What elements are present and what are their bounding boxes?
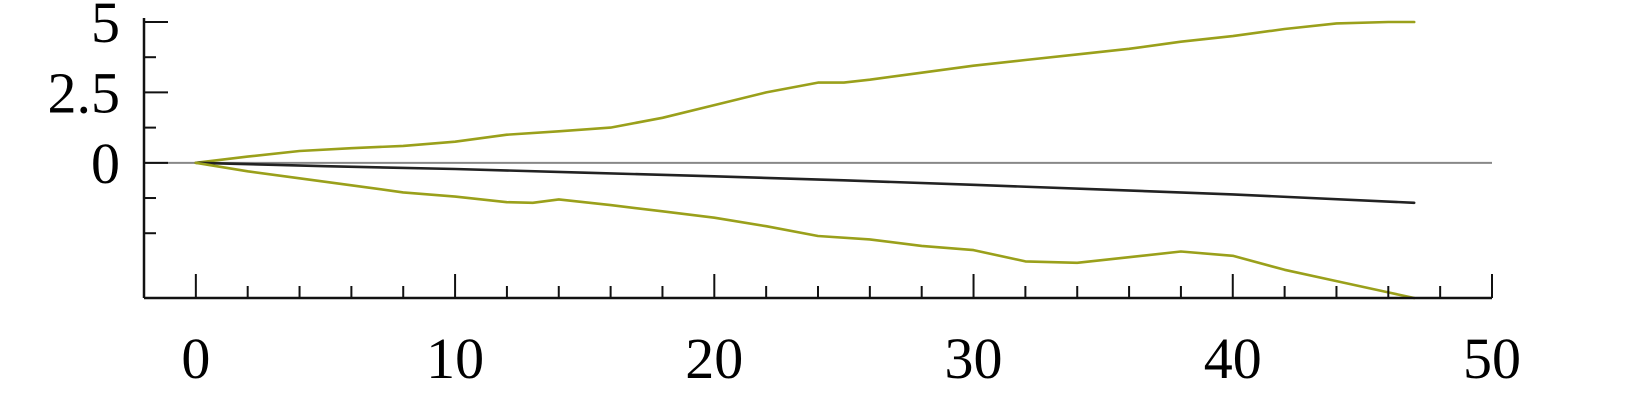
- x-tick-label: 10: [426, 326, 484, 391]
- x-tick-label: 20: [685, 326, 743, 391]
- series-line-2: [194, 161, 1416, 205]
- x-tick-label: 0: [181, 326, 210, 391]
- series-line-3: [194, 161, 1416, 300]
- y-tick-label: 0: [91, 131, 120, 196]
- x-tick-label: 30: [945, 326, 1003, 391]
- y-tick-label: 2.5: [48, 60, 121, 125]
- series-line-1: [194, 20, 1416, 165]
- x-tick-label: 50: [1463, 326, 1521, 391]
- series-layer: [194, 20, 1416, 300]
- y-tick-label: 5: [91, 0, 120, 55]
- axes-layer: [142, 18, 1493, 300]
- x-tick-label: 40: [1204, 326, 1262, 391]
